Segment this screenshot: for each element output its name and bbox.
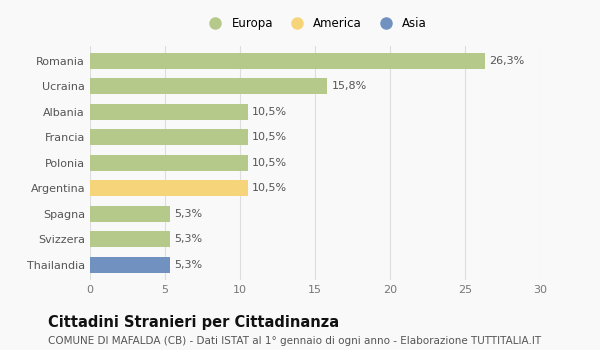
Bar	[90, 257, 170, 273]
Bar	[90, 231, 170, 247]
Legend: Europa, America, Asia: Europa, America, Asia	[200, 14, 430, 34]
Text: 10,5%: 10,5%	[252, 107, 287, 117]
Bar	[90, 206, 170, 222]
Text: 10,5%: 10,5%	[252, 132, 287, 142]
Text: Cittadini Stranieri per Cittadinanza: Cittadini Stranieri per Cittadinanza	[48, 315, 339, 330]
Bar	[90, 180, 248, 196]
Text: 10,5%: 10,5%	[252, 183, 287, 193]
Bar	[90, 130, 248, 145]
Bar	[90, 104, 248, 120]
Text: 10,5%: 10,5%	[252, 158, 287, 168]
Bar	[90, 78, 327, 94]
Text: 26,3%: 26,3%	[489, 56, 524, 66]
Text: 15,8%: 15,8%	[331, 81, 367, 91]
Bar	[90, 155, 248, 171]
Bar	[90, 53, 485, 69]
Text: 5,3%: 5,3%	[174, 209, 202, 219]
Text: 5,3%: 5,3%	[174, 260, 202, 270]
Text: COMUNE DI MAFALDA (CB) - Dati ISTAT al 1° gennaio di ogni anno - Elaborazione TU: COMUNE DI MAFALDA (CB) - Dati ISTAT al 1…	[48, 336, 541, 346]
Text: 5,3%: 5,3%	[174, 234, 202, 244]
